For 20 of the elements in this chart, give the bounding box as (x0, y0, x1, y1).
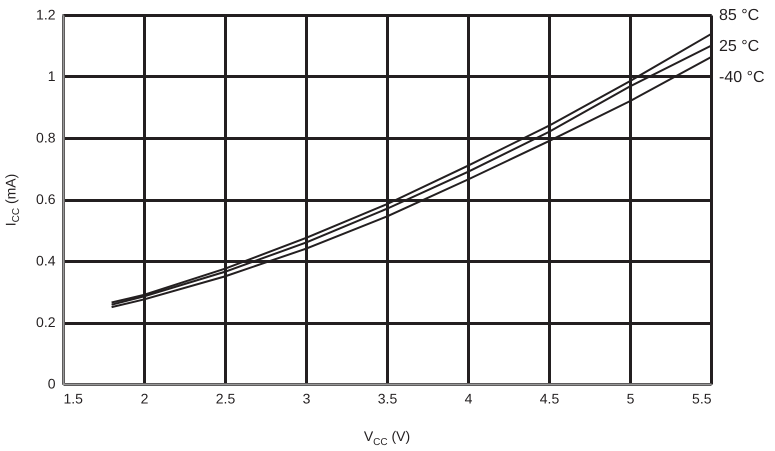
x-tick-label: 2 (140, 390, 149, 406)
y-tick-label: 0.4 (36, 252, 56, 268)
x-tick-label: 4 (464, 390, 473, 406)
x-tick-label: 5.5 (692, 390, 712, 406)
x-tick-label: 1.5 (64, 390, 84, 406)
y-tick-label: 0.8 (36, 130, 56, 146)
y-tick-label: 0.2 (36, 314, 56, 330)
series-label: 85 °C (719, 6, 760, 24)
x-tick-label: 3 (302, 390, 311, 406)
y-tick-label: 0.6 (36, 191, 56, 207)
series-label: -40 °C (719, 68, 765, 86)
x-axis-title: V$_{CC}$ (V) (364, 428, 410, 448)
x-tick-label: 3.5 (378, 390, 398, 406)
x-tick-label: 2.5 (216, 390, 236, 406)
x-tick-label: 4.5 (540, 390, 560, 406)
y-tick-label: 1.2 (36, 6, 56, 22)
y-tick-label: 1 (48, 68, 56, 84)
series-label: 25 °C (719, 38, 760, 55)
x-tick-label: 5 (626, 390, 635, 406)
y-tick-label: 0 (48, 376, 56, 392)
